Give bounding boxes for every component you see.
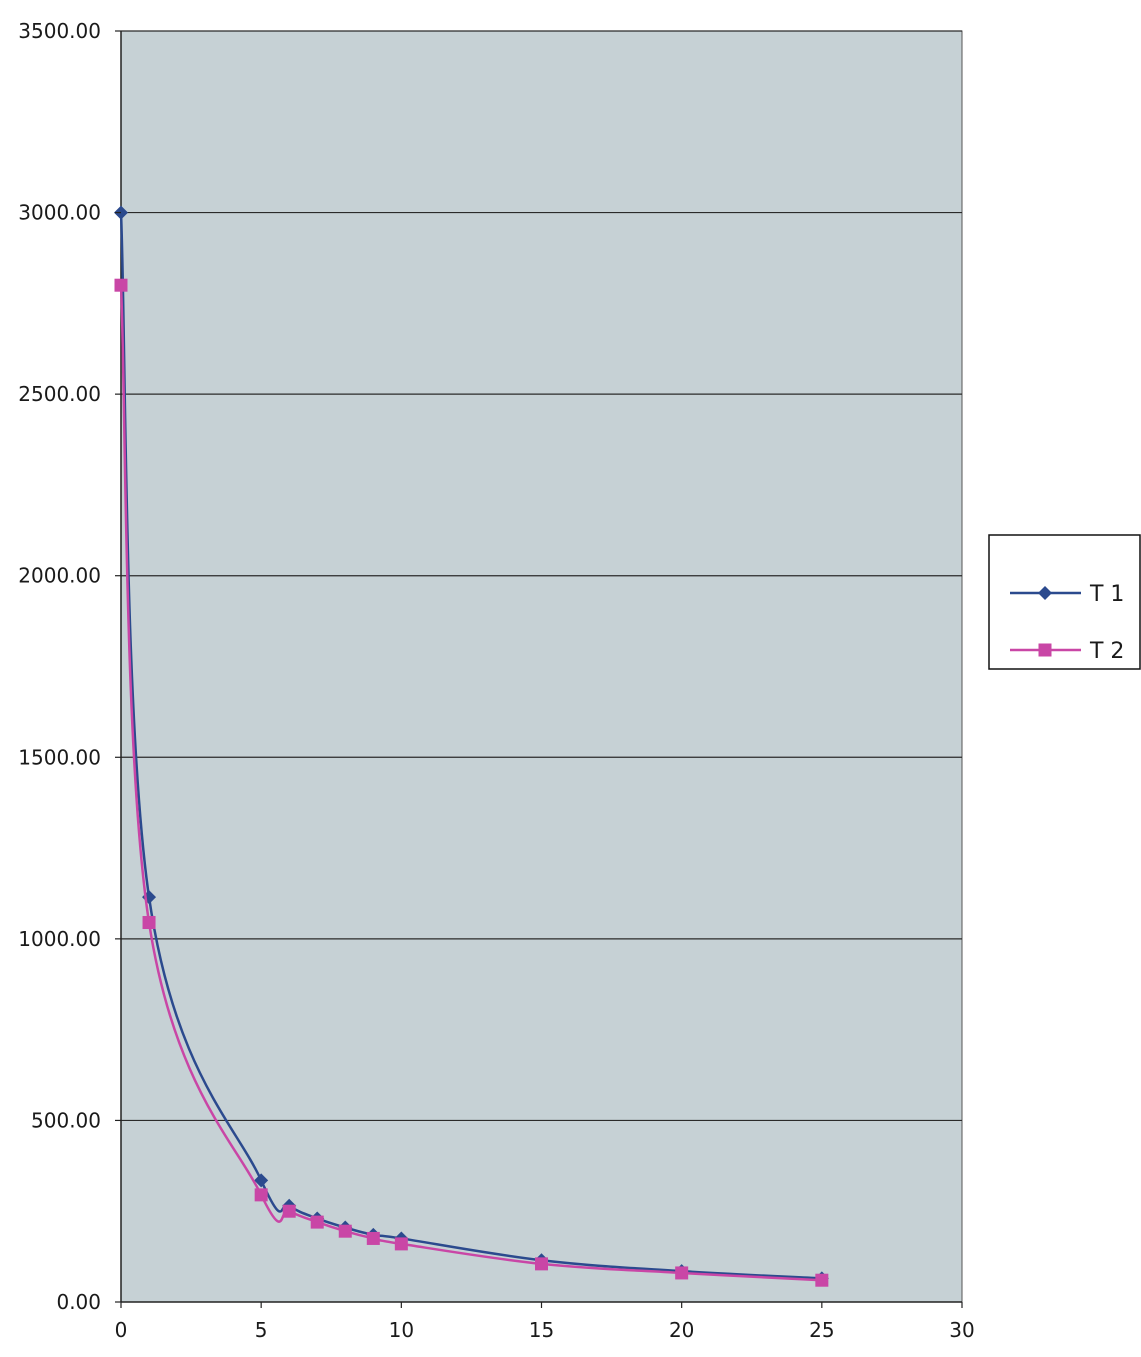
legend-label: T 1 [1089,582,1124,607]
legend-marker-1 [1038,586,1052,600]
y-tick-label: 0.00 [56,1290,101,1314]
y-tick-label: 2500.00 [18,382,101,406]
y-tick-label: 500.00 [31,1108,101,1132]
legend-label: T 2 [1089,639,1124,664]
series-2-point [338,1224,352,1238]
series-2-point [282,1204,296,1218]
x-tick-label: 20 [669,1318,694,1342]
series-2-point [142,916,156,930]
series-2-point [675,1266,689,1280]
series-2-point [366,1231,380,1245]
series-2-point [254,1188,268,1202]
series-2-point [310,1215,324,1229]
plot-area [120,30,963,1303]
y-tick-label: 3000.00 [18,201,101,225]
x-tick-label: 5 [255,1318,268,1342]
series-1-point [254,1173,269,1188]
y-tick-label: 2000.00 [18,564,101,588]
y-tick-label: 3500.00 [18,19,101,43]
x-tick-label: 0 [115,1318,128,1342]
series-2-point [815,1273,829,1287]
x-tick-label: 25 [809,1318,834,1342]
series-2-point [394,1237,408,1251]
legend-box [988,534,1141,670]
legend-marker-2 [1038,643,1052,657]
x-tick-label: 10 [389,1318,414,1342]
series-2-point [114,278,128,292]
series-2-point [535,1257,548,1271]
x-tick-label: 15 [529,1318,554,1342]
y-tick-label: 1500.00 [18,745,101,769]
y-tick-label: 1000.00 [18,927,101,951]
x-tick-label: 30 [949,1318,974,1342]
